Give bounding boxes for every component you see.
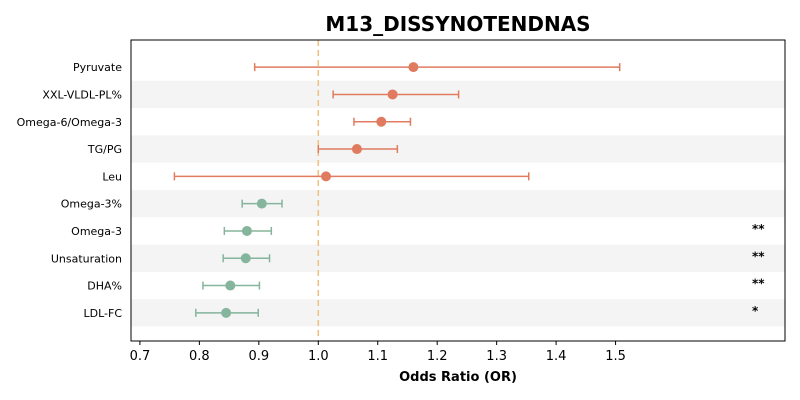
- significance-marker: **: [752, 222, 765, 236]
- significance-marker: *: [752, 304, 759, 318]
- category-label: Omega-3: [71, 225, 122, 238]
- x-tick-label: 1.5: [605, 349, 626, 364]
- x-tick-label: 0.7: [130, 349, 151, 364]
- category-label: LDL-FC: [83, 307, 122, 320]
- x-tick-label: 0.9: [248, 349, 269, 364]
- or-point: [351, 144, 362, 155]
- category-label: Omega-3%: [61, 198, 122, 211]
- data-marks: [173, 62, 621, 318]
- or-point: [221, 307, 232, 318]
- or-point: [240, 253, 251, 264]
- x-tick-label: 1.0: [308, 349, 329, 364]
- significance-labels: *******: [752, 222, 765, 318]
- category-label: Unsaturation: [51, 252, 122, 265]
- row-band: [131, 190, 785, 218]
- category-label: DHA%: [87, 280, 122, 293]
- category-label: Leu: [102, 170, 122, 183]
- or-point: [321, 171, 332, 182]
- or-point: [256, 198, 267, 209]
- chart-title: M13_DISSYNOTENDNAS: [325, 12, 590, 36]
- row-band: [131, 135, 785, 163]
- significance-marker: **: [752, 277, 765, 291]
- category-label: XXL-VLDL-PL%: [42, 88, 122, 101]
- or-point: [225, 280, 236, 291]
- x-tick-label: 1.1: [367, 349, 388, 364]
- x-tick-label: 1.2: [427, 349, 448, 364]
- or-point: [387, 89, 398, 100]
- x-axis-ticks: 0.7 0.8 0.9 1.0 1.1 1.2 1.3 1.4 1.5: [130, 341, 626, 364]
- x-tick-label: 1.4: [546, 349, 567, 364]
- or-point: [241, 225, 252, 236]
- category-label: TG/PG: [87, 143, 122, 156]
- or-point: [376, 116, 387, 127]
- category-labels: Pyruvate XXL-VLDL-PL% Omega-6/Omega-3 TG/PG…: [17, 61, 123, 320]
- plot-frame: [130, 39, 786, 342]
- significance-marker: **: [752, 249, 765, 263]
- or-point: [408, 62, 419, 73]
- x-tick-label: 1.3: [486, 349, 507, 364]
- x-axis-label: Odds Ratio (OR): [399, 370, 517, 385]
- category-label: Pyruvate: [73, 61, 122, 74]
- x-tick-label: 0.8: [189, 349, 210, 364]
- category-label: Omega-6/Omega-3: [17, 116, 122, 129]
